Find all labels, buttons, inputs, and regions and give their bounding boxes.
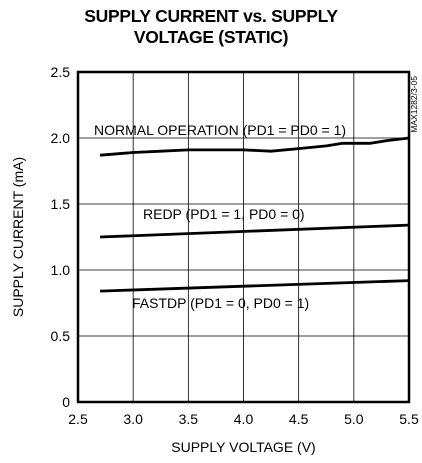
y-tick-label: 0 <box>62 394 70 410</box>
series-label-redp: REDP (PD1 = 1, PD0 = 0) <box>143 206 305 222</box>
x-tick-label: 4.5 <box>289 411 309 427</box>
figure-code-label: MAX1282/3-05 <box>409 76 419 133</box>
y-tick-label: 1.0 <box>51 262 71 278</box>
series-line-redp <box>100 223 410 239</box>
tick-labels: 2.5 3.0 3.5 4.0 4.5 5.0 5.5 0 0.5 1.0 1.5 2.0 2.5 <box>51 64 419 427</box>
y-tick-label: 2.5 <box>51 64 71 80</box>
x-tick-label: 2.5 <box>68 411 88 427</box>
y-tick-label: 0.5 <box>51 328 71 344</box>
chart-title: SUPPLY CURRENT vs. SUPPLY VOLTAGE (STATI… <box>0 6 422 48</box>
plot-frame <box>76 70 411 404</box>
y-tick-label: 2.0 <box>51 130 71 146</box>
x-tick-label: 3.0 <box>123 411 143 427</box>
series-line-normal-operation <box>99 136 410 157</box>
series-label-normal-operation: NORMAL OPERATION (PD1 = PD0 = 1) <box>94 122 346 138</box>
x-tick-label: 4.0 <box>234 411 254 427</box>
x-tick-label: 3.5 <box>179 411 199 427</box>
grid <box>78 72 409 402</box>
y-tick-label: 1.5 <box>51 196 71 212</box>
series-label-fastdp: FASTDP (PD1 = 0, PD0 = 1) <box>132 295 309 311</box>
x-tick-label: 5.5 <box>399 411 419 427</box>
x-tick-label: 5.0 <box>344 411 364 427</box>
chart-title-line-1: SUPPLY CURRENT vs. SUPPLY <box>84 6 338 26</box>
series-line-fastdp <box>100 279 410 293</box>
y-axis-title: SUPPLY CURRENT (mA) <box>10 157 26 317</box>
series-lines <box>99 136 410 293</box>
x-axis-title: SUPPLY VOLTAGE (V) <box>171 439 315 455</box>
chart-title-line-2: VOLTAGE (STATIC) <box>133 27 289 47</box>
